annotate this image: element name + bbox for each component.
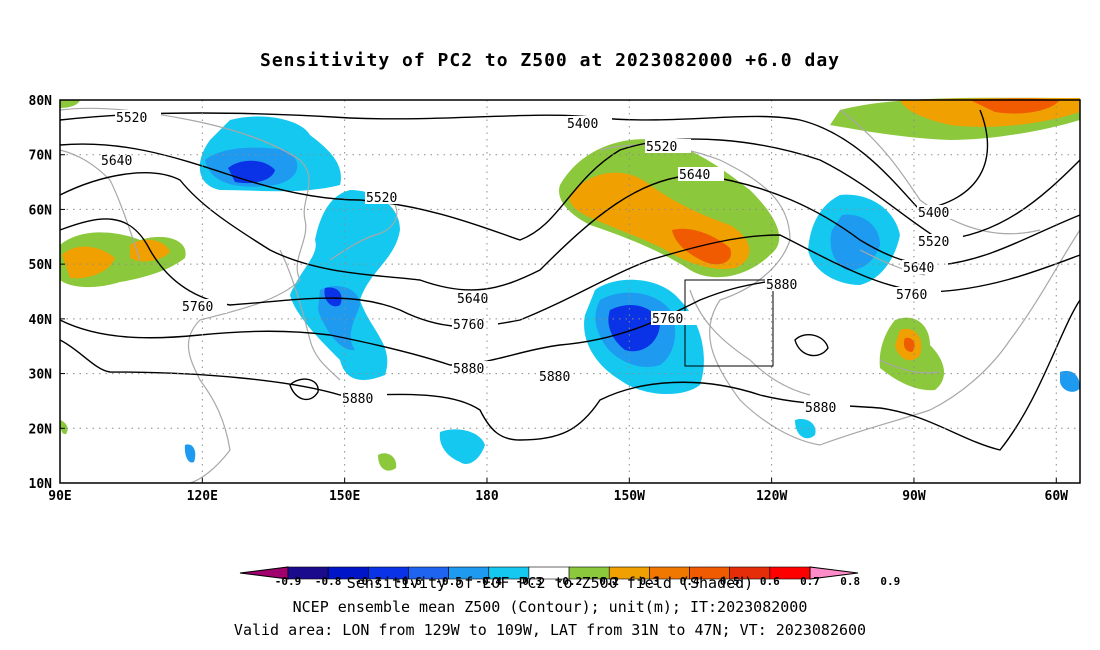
lon-tick-label: 120W: [756, 489, 787, 504]
contour-label: 5400: [567, 117, 598, 132]
contour-label: 5640: [679, 168, 710, 183]
positive-sensitivity-area: [903, 337, 915, 352]
positive-sensitivity-area: [378, 453, 397, 471]
contour-label: 5520: [116, 111, 147, 126]
lat-tick-label: 20N: [29, 422, 53, 437]
contour-label: 5520: [366, 191, 397, 206]
contour-label: 5880: [342, 392, 373, 407]
lon-tick-label: 180: [475, 489, 499, 504]
colorbar-level-label: 0.4: [680, 575, 700, 588]
contour-label: 5520: [646, 140, 677, 155]
colorbar-level-label: 0.5: [720, 575, 740, 588]
negative-sensitivity-area: [795, 419, 816, 439]
contour-label: 5640: [101, 154, 132, 169]
lon-tick-label: 150W: [614, 489, 645, 504]
colorbar-level-label: 0.6: [760, 575, 780, 588]
positive-sensitivity-area: [60, 420, 68, 435]
colorbar-level-label: 0.2: [599, 575, 619, 588]
footer-line-1: Sensitivity of EOF PC2 to Z500 field (Sh…: [346, 574, 754, 592]
lat-tick-label: 60N: [29, 203, 53, 218]
negative-sensitivity-area: [608, 305, 660, 352]
contour-5880: [59, 299, 1081, 451]
lon-tick-label: 90E: [48, 489, 71, 504]
negative-sensitivity-area: [439, 429, 485, 465]
contour-label: 5880: [453, 362, 484, 377]
contour-5880-c: [794, 334, 829, 357]
colorbar-level-label: -0.5: [435, 575, 462, 588]
colorbar-level-label: 0.3: [639, 575, 659, 588]
positive-sensitivity-area: [970, 98, 1060, 114]
footer-line-3: Valid area: LON from 129W to 109W, LAT f…: [233, 621, 867, 639]
contour-label: 5880: [805, 401, 836, 416]
colorbar-level-label: -0.9: [275, 575, 302, 588]
contour-5760-b: [59, 279, 781, 366]
lat-tick-label: 50N: [29, 258, 53, 273]
contour-5880-b: [289, 378, 319, 401]
sensitivity-shading: [60, 97, 1080, 471]
colorbar-level-label: -0.6: [395, 575, 422, 588]
colorbar-segment: [809, 566, 859, 580]
map-frame: [59, 99, 1081, 484]
negative-sensitivity-area: [184, 444, 196, 463]
lon-tick-label: 150E: [329, 489, 360, 504]
colorbar-level-label: -0.7: [355, 575, 382, 588]
contour-5760: [59, 218, 1081, 328]
lon-tick-label: 60W: [1045, 489, 1069, 504]
negative-sensitivity-area: [324, 287, 342, 307]
contour-label: 5880: [539, 370, 570, 385]
coastlines: [59, 107, 1081, 484]
lat-lon-grid: [60, 100, 1080, 483]
contour-label: 5880: [766, 278, 797, 293]
contour-label: 5640: [903, 261, 934, 276]
negative-sensitivity-area: [1060, 370, 1080, 392]
contour-label: 5400: [918, 206, 949, 221]
footer-line-2: NCEP ensemble mean Z500 (Contour); unit(…: [292, 598, 808, 616]
positive-sensitivity-area: [62, 246, 115, 279]
lon-tick-label: 90W: [902, 489, 926, 504]
colorbar-level-label: 0.8: [840, 575, 860, 588]
contour-label: 5520: [918, 235, 949, 250]
colorbar-level-label: -0.2: [556, 575, 583, 588]
lat-tick-label: 30N: [29, 368, 53, 383]
colorbar: -0.9 -0.8 -0.7 -0.6 -0.5 -0.4 -0.3 -0.2 0.2 0.3 0.…: [239, 566, 900, 588]
colorbar-level-label: -0.4: [476, 575, 503, 588]
lat-tick-label: 40N: [29, 313, 53, 328]
map-title: Sensitivity of PC2 to Z500 at 2023082000…: [259, 50, 840, 71]
contour-label: 5760: [896, 288, 927, 303]
contour-label: 5640: [457, 292, 488, 307]
contour-label: 5760: [652, 312, 683, 327]
negative-sensitivity-area: [290, 190, 400, 380]
lat-tick-label: 80N: [29, 94, 53, 109]
lat-tick-label: 10N: [29, 477, 53, 492]
contour-label: 5760: [182, 300, 213, 315]
colorbar-level-label: 0.7: [800, 575, 820, 588]
colorbar-level-label: -0.8: [315, 575, 342, 588]
colorbar-level-label: -0.3: [516, 575, 543, 588]
positive-sensitivity-area: [60, 100, 80, 108]
lon-tick-label: 120E: [187, 489, 218, 504]
colorbar-level-label: 0.9: [880, 575, 900, 588]
contour-label: 5760: [453, 318, 484, 333]
lat-tick-label: 70N: [29, 149, 53, 164]
